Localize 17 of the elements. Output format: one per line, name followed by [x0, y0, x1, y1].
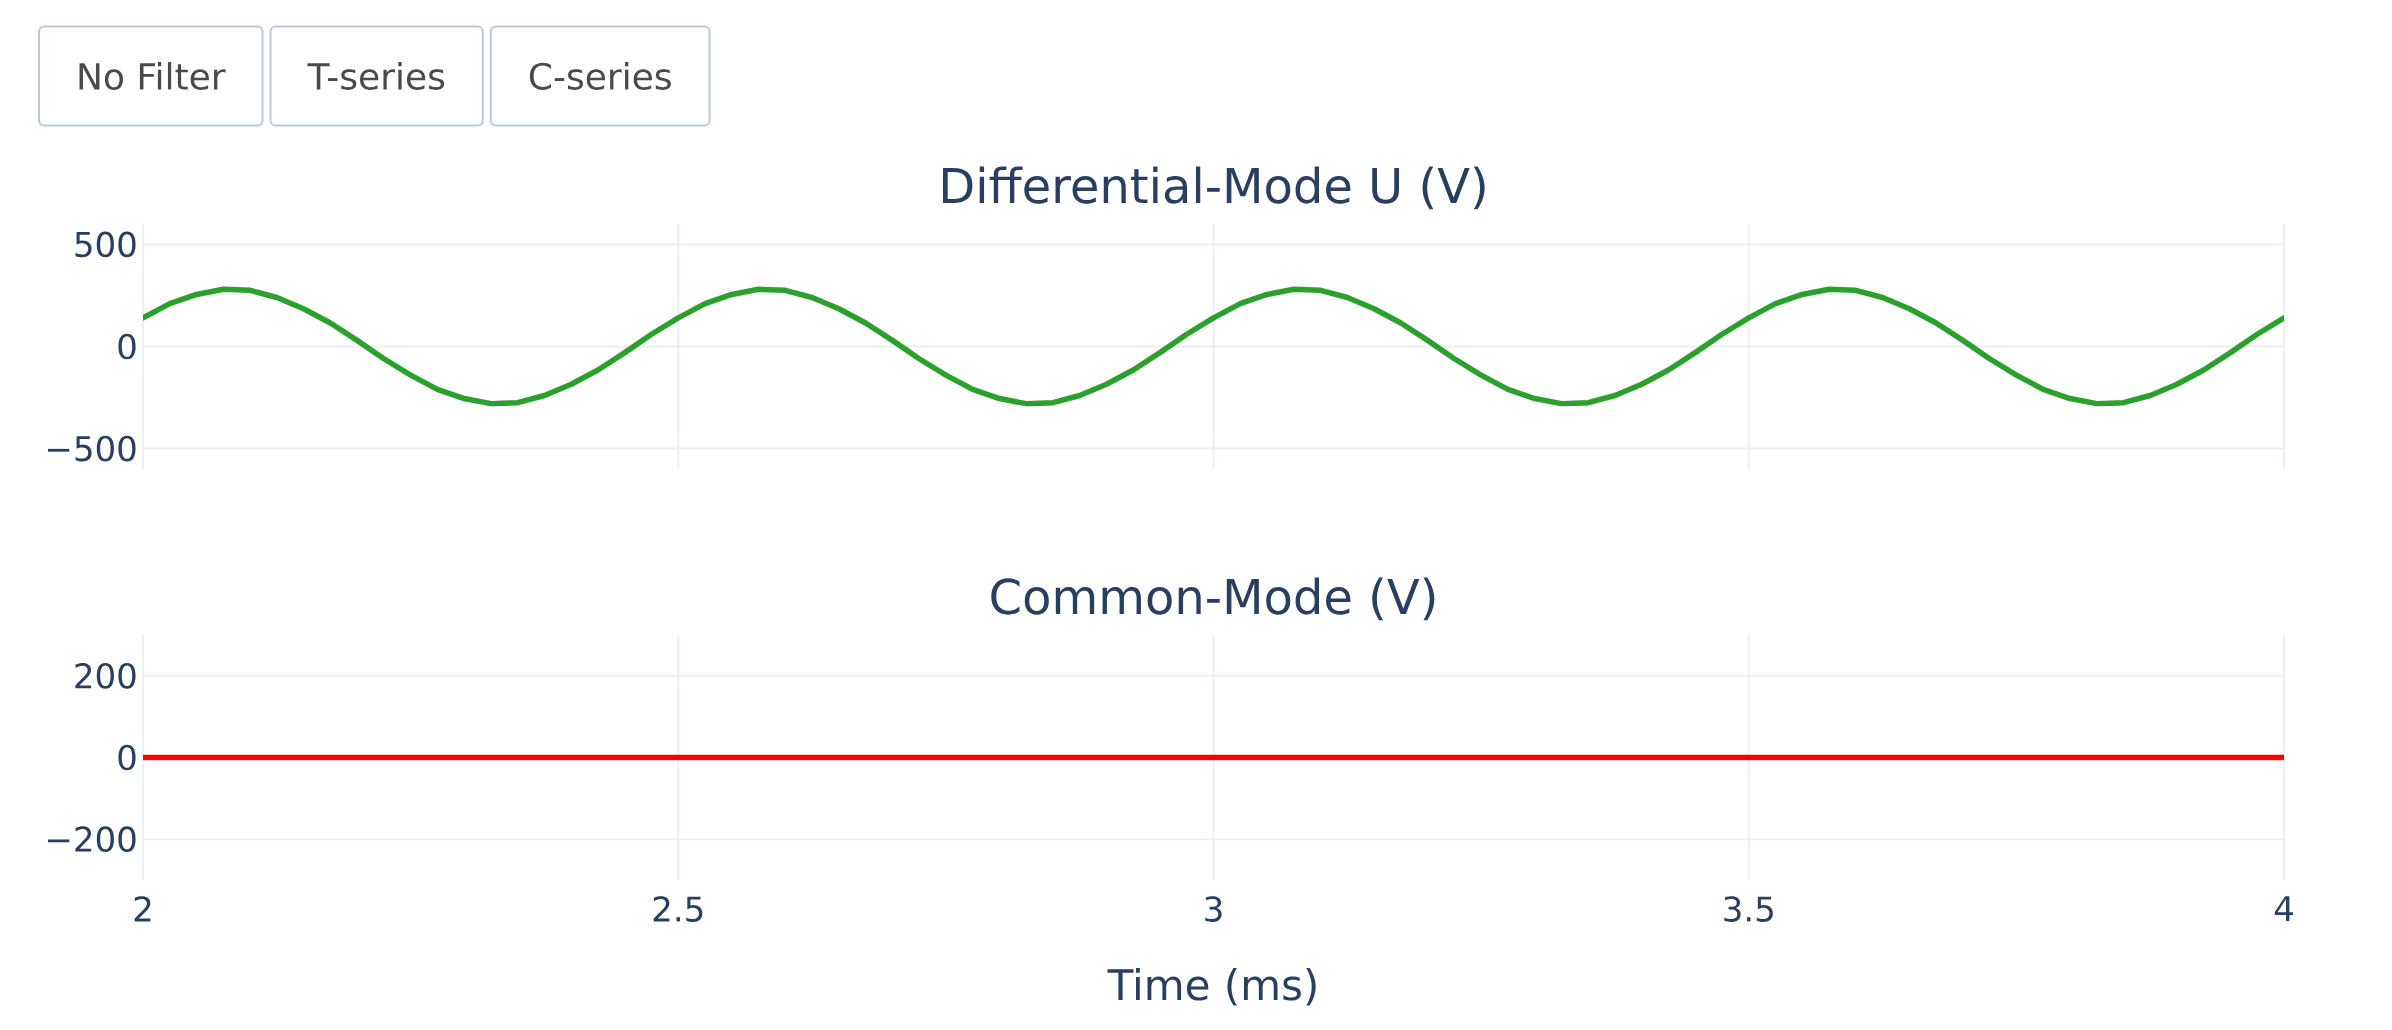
y-tick-label: −500	[48, 435, 136, 462]
x-tick-label: 3.5	[1724, 896, 1773, 922]
x-tick-label: 2	[134, 896, 151, 922]
x-tick-label: 4	[2274, 896, 2293, 921]
chart-title: Differential-Mode U (V)	[942, 166, 1485, 210]
x-tick-label: 2.5	[653, 896, 703, 922]
y-tick-label: 0	[118, 744, 136, 771]
y-tick-label: 200	[75, 662, 136, 689]
y-tick-label: −200	[48, 826, 136, 853]
chart-title: Common-Mode (V)	[991, 577, 1435, 621]
y-tick-label: 500	[75, 231, 136, 258]
x-tick-label: 3	[1205, 896, 1222, 922]
x-axis-title: Time (ms)	[1107, 968, 1316, 1006]
text: C-series	[529, 62, 671, 90]
y-tick-label: 0	[118, 333, 136, 360]
text: T-series	[307, 62, 445, 90]
text: No Filter	[79, 62, 226, 90]
